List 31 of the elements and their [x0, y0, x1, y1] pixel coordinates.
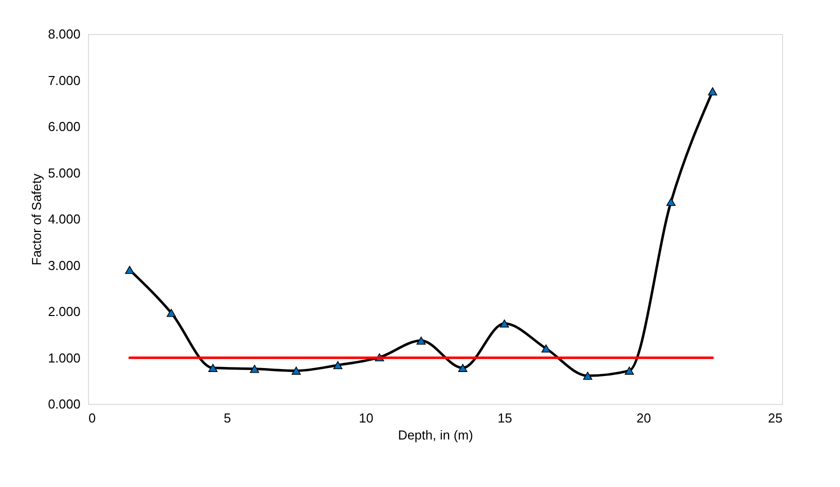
- point: [500, 320, 509, 328]
- x-tick-label: 5: [224, 410, 231, 426]
- y-tick-label: 6.000: [48, 119, 80, 134]
- point: [458, 364, 468, 372]
- point: [208, 364, 218, 372]
- y-tick-label: 7.000: [48, 72, 80, 88]
- y-tick-label: 4.000: [48, 212, 80, 226]
- x-tick-label: 10: [358, 410, 374, 426]
- x-axis-title: Depth, in (m): [398, 428, 474, 442]
- point: [666, 198, 676, 206]
- point: [416, 336, 426, 345]
- point: [292, 366, 301, 375]
- point: [250, 364, 260, 373]
- y-tick-label: 2.000: [48, 304, 80, 319]
- point: [624, 366, 634, 375]
- x-tick-label: 25: [768, 410, 782, 426]
- y-tick-label: 5.000: [48, 165, 80, 180]
- x-tick-label: 20: [636, 410, 651, 426]
- point: [708, 87, 718, 96]
- y-tick-label: 0.000: [48, 396, 80, 412]
- y-tick-label: 8.000: [48, 26, 80, 42]
- point: [583, 372, 592, 380]
- x-tick-label: 0: [88, 410, 96, 426]
- point: [166, 308, 176, 317]
- y-tick-label: 3.000: [48, 258, 80, 273]
- y-tick-label: 1.000: [48, 350, 80, 366]
- point: [125, 266, 134, 274]
- y-axis-title: Factor of Safety: [28, 173, 44, 266]
- x-tick-label: 15: [498, 410, 512, 426]
- point: [333, 361, 342, 370]
- point: [541, 344, 551, 353]
